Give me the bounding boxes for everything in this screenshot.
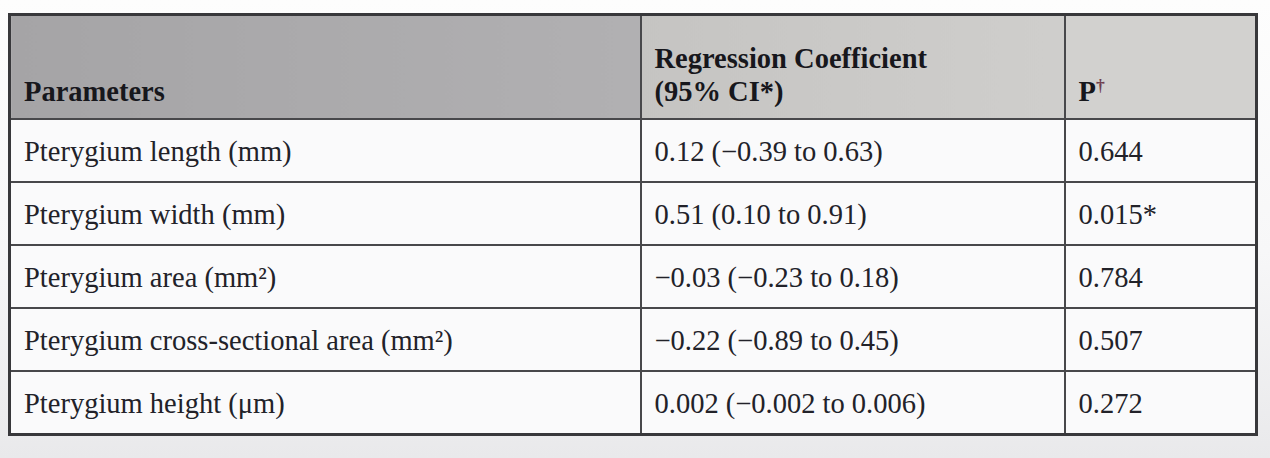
dagger-footnote-marker: † [1096, 75, 1105, 95]
parameter-cell: Pterygium width (mm) [10, 182, 641, 245]
table-row: Pterygium area (mm²) −0.03 (−0.23 to 0.1… [10, 245, 1257, 308]
coefficient-cell: −0.03 (−0.23 to 0.18) [641, 245, 1065, 308]
page-background: Parameters Regression Coefficient (95% C… [0, 0, 1270, 458]
table-row: Pterygium cross-sectional area (mm²) −0.… [10, 308, 1257, 371]
p-value-cell: 0.507 [1065, 308, 1257, 371]
table-row: Pterygium length (mm) 0.12 (−0.39 to 0.6… [10, 119, 1257, 182]
coefficient-cell: 0.002 (−0.002 to 0.006) [641, 371, 1065, 435]
parameter-cell: Pterygium length (mm) [10, 119, 641, 182]
p-value-cell: 0.272 [1065, 371, 1257, 435]
coefficient-cell: 0.12 (−0.39 to 0.63) [641, 119, 1065, 182]
header-row: Parameters Regression Coefficient (95% C… [10, 15, 1257, 120]
col-header-p-label: P [1079, 76, 1096, 107]
parameter-cell: Pterygium height (μm) [10, 371, 641, 435]
col-header-coefficient: Regression Coefficient (95% CI*) [641, 15, 1065, 120]
p-value-cell: 0.015* [1065, 182, 1257, 245]
regression-table: Parameters Regression Coefficient (95% C… [8, 13, 1258, 436]
table-row: Pterygium width (mm) 0.51 (0.10 to 0.91)… [10, 182, 1257, 245]
parameter-cell: Pterygium cross-sectional area (mm²) [10, 308, 641, 371]
col-header-parameters: Parameters [10, 15, 641, 120]
col-header-coefficient-line2: (95% CI*) [655, 76, 784, 107]
p-value-cell: 0.784 [1065, 245, 1257, 308]
coefficient-cell: −0.22 (−0.89 to 0.45) [641, 308, 1065, 371]
p-value-cell: 0.644 [1065, 119, 1257, 182]
col-header-p-value: P† [1065, 15, 1257, 120]
col-header-coefficient-line1: Regression Coefficient [655, 43, 928, 74]
col-header-parameters-label: Parameters [24, 76, 165, 107]
table-row: Pterygium height (μm) 0.002 (−0.002 to 0… [10, 371, 1257, 435]
parameter-cell: Pterygium area (mm²) [10, 245, 641, 308]
coefficient-cell: 0.51 (0.10 to 0.91) [641, 182, 1065, 245]
